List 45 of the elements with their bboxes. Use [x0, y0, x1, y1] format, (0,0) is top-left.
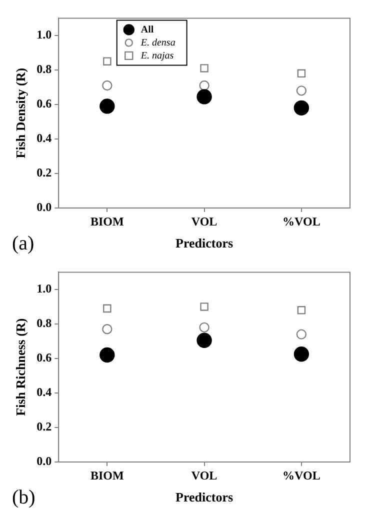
y-tick-label: 0.8: [36, 62, 52, 76]
point: [296, 329, 307, 340]
point: [297, 306, 306, 314]
point: [294, 346, 310, 362]
point: [196, 89, 212, 104]
point: [297, 69, 306, 78]
text: (a): [12, 232, 34, 254]
y-tick-label: 0.0: [36, 200, 52, 214]
point: [199, 80, 210, 91]
point: [200, 302, 208, 311]
legend-label: E. najas: [140, 50, 174, 62]
x-axis-title: Predictors: [176, 490, 234, 505]
point: [200, 64, 208, 72]
legend-label: E. densa: [140, 37, 176, 48]
y-tick-label: 1.0: [36, 282, 52, 296]
point: [296, 86, 307, 96]
y-axis-title: Fish Density (R): [13, 68, 28, 158]
x-tick-label: VOL: [191, 214, 218, 228]
x-tick-label: BIOM: [90, 214, 124, 228]
text: (b): [12, 486, 36, 508]
point: [294, 100, 310, 116]
point: [100, 347, 115, 363]
x-tick-label: VOL: [191, 468, 218, 482]
x-tick-label: %VOL: [282, 468, 320, 482]
x-axis-title: Predictors: [176, 236, 234, 251]
y-tick-label: 0.4: [36, 385, 52, 400]
y-axis-title: Fish Richness (R): [13, 318, 28, 416]
y-tick-label: 0.0: [36, 454, 52, 468]
y-tick-label: 0.6: [36, 96, 52, 111]
y-tick-label: 0.8: [36, 316, 52, 330]
x-tick-label: BIOM: [90, 468, 124, 482]
y-tick-label: 0.2: [36, 420, 52, 434]
point: [102, 80, 112, 91]
point: [100, 98, 115, 114]
point: [103, 57, 112, 66]
y-tick-label: 0.4: [36, 131, 52, 146]
y-tick-label: 0.6: [36, 350, 52, 365]
point: [196, 332, 212, 348]
y-tick-label: 1.0: [36, 28, 52, 42]
point: [102, 324, 112, 334]
point: [199, 322, 210, 333]
point: [103, 304, 112, 313]
y-tick-label: 0.2: [36, 166, 52, 180]
legend-label: All: [140, 24, 154, 36]
x-tick-label: %VOL: [282, 214, 320, 228]
